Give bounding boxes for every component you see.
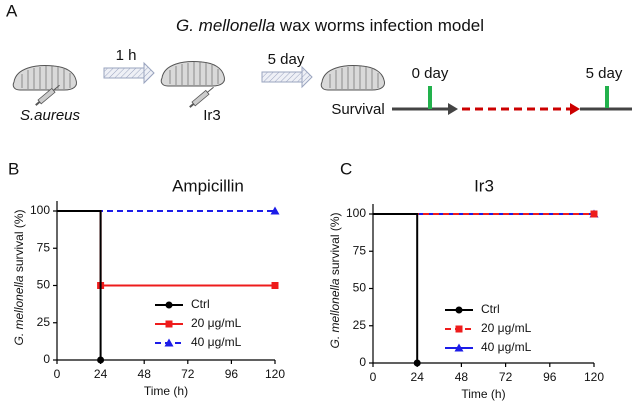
pathogen: S.aureus: [20, 107, 81, 124]
panel-label: C: [340, 159, 352, 178]
chart-title: Ampicillin: [172, 176, 244, 195]
x-axis-label: Time (h): [144, 384, 188, 398]
y-axis-label: G. mellonella survival (%): [328, 212, 342, 348]
chart: C Ir3 0 24 48 72 96 120 0 25 50 75 100 Time (h) G. mel…: [328, 159, 604, 401]
legend-marker: [455, 325, 463, 333]
series-line: [57, 210, 102, 360]
panel-label: B: [8, 159, 19, 178]
panel-title: G. mellonella wax worms infection model: [176, 16, 484, 35]
timeline-start: 0 day: [412, 65, 449, 82]
worm-icon: [320, 65, 385, 91]
worm-icon: [12, 65, 77, 91]
treatment: Ir3: [203, 107, 221, 124]
y-label-italic: G. mellonella: [12, 275, 26, 345]
panel-a: A G. mellonella wax worms infection mode…: [6, 1, 632, 124]
step-time: 1 h: [116, 47, 137, 64]
timeline-arrow: [448, 103, 458, 115]
x-tick-label: 96: [543, 370, 557, 384]
y-label-italic: G. mellonella: [328, 278, 342, 348]
data-point: [97, 356, 105, 364]
y-tick-label: 75: [353, 243, 367, 257]
arrow-head: [143, 61, 155, 85]
chart: B Ampicillin 0 24 48 72 96 120 0 25 50 75 100 Time (h…: [8, 159, 285, 398]
x-tick-label: 48: [455, 370, 469, 384]
legend-marker: [454, 343, 464, 352]
x-tick-label: 48: [138, 367, 152, 381]
data-point: [413, 359, 421, 367]
y-tick-label: 75: [37, 240, 51, 254]
chart-title: Ir3: [474, 176, 494, 195]
x-tick-label: 0: [370, 370, 377, 384]
y-tick-label: 25: [37, 315, 51, 329]
legend-label: 20 μg/mL: [191, 316, 242, 330]
x-tick-label: 0: [54, 367, 61, 381]
arrow-head: [301, 65, 313, 89]
x-tick-label: 24: [411, 370, 425, 384]
y-tick-label: 50: [353, 281, 367, 295]
y-label-rest: survival (%): [328, 212, 342, 278]
x-axis-label: Time (h): [461, 387, 505, 401]
legend-label: 20 μg/mL: [481, 321, 532, 335]
y-tick-label: 0: [43, 352, 50, 366]
legend-label: Ctrl: [481, 302, 500, 316]
y-axis-label: G. mellonella survival (%): [12, 209, 26, 345]
legend-marker: [165, 301, 173, 309]
data-point: [271, 282, 279, 289]
legend-marker: [164, 338, 174, 347]
series-line: [373, 213, 419, 363]
x-tick-label: 96: [225, 367, 239, 381]
outcome: Survival: [331, 101, 384, 118]
worm-icon: [160, 61, 225, 87]
legend-marker: [455, 306, 463, 314]
title-italic: G. mellonella: [176, 16, 275, 35]
y-tick-label: 25: [353, 318, 367, 332]
arrow: [103, 67, 145, 79]
legend-label: Ctrl: [191, 297, 210, 311]
x-tick-label: 72: [181, 367, 195, 381]
step-time: 5 day: [268, 51, 305, 68]
timeline-end: 5 day: [586, 65, 623, 82]
legend-marker: [165, 320, 173, 328]
timeline-arrow: [570, 103, 580, 115]
x-tick-label: 72: [499, 370, 513, 384]
y-tick-label: 100: [30, 203, 50, 217]
legend-label: 40 μg/mL: [481, 340, 532, 354]
legend-label: 40 μg/mL: [191, 335, 242, 349]
y-tick-label: 100: [346, 206, 366, 220]
arrow: [261, 71, 303, 83]
title-rest: wax worms infection model: [275, 16, 484, 35]
panel-label: A: [6, 1, 18, 20]
series-line: [57, 210, 275, 287]
x-tick-label: 120: [265, 367, 285, 381]
data-point: [590, 210, 598, 218]
y-label-rest: survival (%): [12, 209, 26, 275]
y-tick-label: 0: [359, 355, 366, 369]
x-tick-label: 24: [94, 367, 108, 381]
syringe-icon: [187, 84, 217, 111]
data-point: [270, 206, 280, 215]
x-tick-label: 120: [584, 370, 604, 384]
y-tick-label: 50: [37, 278, 51, 292]
